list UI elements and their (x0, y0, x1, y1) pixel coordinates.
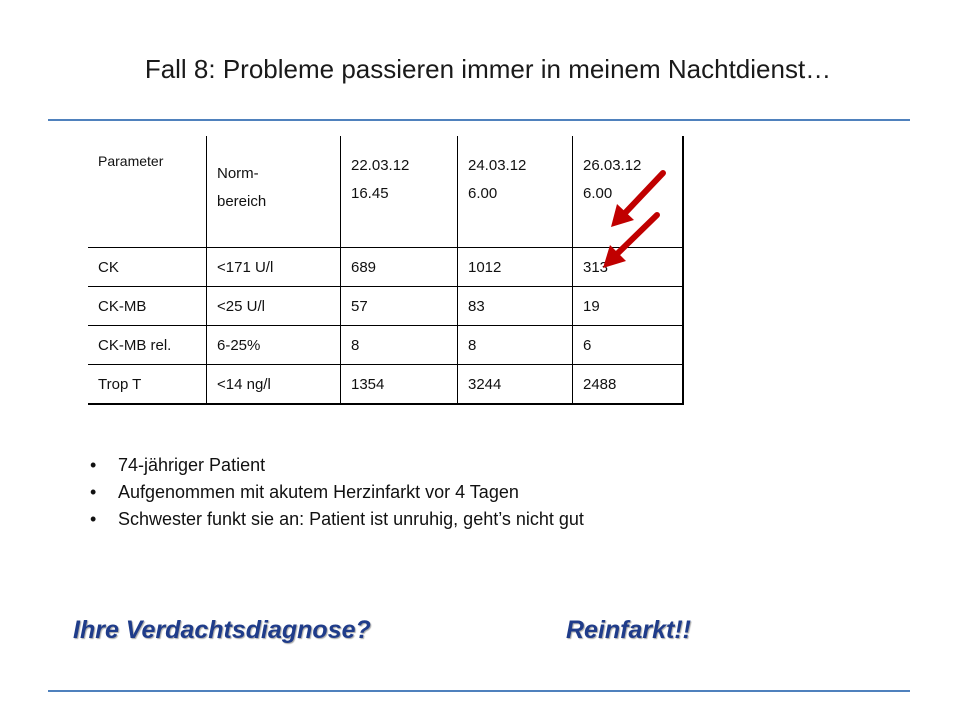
header-cell-date-1: 22.03.12 16.45 (340, 136, 458, 248)
top-divider (48, 119, 910, 121)
table-cell: <25 U/l (206, 286, 341, 326)
bottom-divider (48, 690, 910, 692)
table-cell: CK (88, 247, 207, 287)
table-cell: 313 (572, 247, 684, 287)
table-cell: 57 (340, 286, 458, 326)
table-row: Trop T <14 ng/l 1354 3244 2488 (88, 364, 684, 405)
header-cell-parameter: Parameter (88, 136, 207, 248)
table-cell: 689 (340, 247, 458, 287)
diagnosis-question: Ihre Verdachtsdiagnose? (73, 616, 371, 644)
header-cell-normbereich: Norm-bereich (206, 136, 341, 248)
header-cell-date-2: 24.03.12 6.00 (457, 136, 573, 248)
table-cell: 6 (572, 325, 684, 365)
table-cell: 8 (457, 325, 573, 365)
table-cell: 2488 (572, 364, 684, 405)
table-cell: CK-MB rel. (88, 325, 207, 365)
table-header-row: Parameter Norm-bereich 22.03.12 16.45 24.… (88, 136, 684, 248)
list-item: • 74-jähriger Patient (88, 452, 584, 479)
bullet-icon: • (90, 455, 97, 475)
bullet-icon: • (90, 482, 97, 502)
table-row: CK-MB <25 U/l 57 83 19 (88, 286, 684, 326)
table-row: CK-MB rel. 6-25% 8 8 6 (88, 325, 684, 365)
table-cell: 1012 (457, 247, 573, 287)
bullet-icon: • (90, 509, 97, 529)
diagnosis-answer: Reinfarkt!! (566, 616, 692, 644)
list-item: • Schwester funkt sie an: Patient ist unr… (88, 506, 584, 533)
table-cell: <14 ng/l (206, 364, 341, 405)
header-cell-date-3: 26.03.12 6.00 (572, 136, 684, 248)
slide-title: Fall 8: Probleme passieren immer in mein… (144, 54, 832, 84)
table-cell: 19 (572, 286, 684, 326)
table-cell: Trop T (88, 364, 207, 405)
table-cell: 3244 (457, 364, 573, 405)
table-cell: 6-25% (206, 325, 341, 365)
table-cell: 83 (457, 286, 573, 326)
patient-info-list: • 74-jähriger Patient • Aufgenommen mit ak… (88, 452, 584, 533)
table-row: CK <171 U/l 689 1012 313 (88, 247, 684, 287)
table-cell: 1354 (340, 364, 458, 405)
table-cell: <171 U/l (206, 247, 341, 287)
lab-values-table: Parameter Norm-bereich 22.03.12 16.45 24.… (88, 136, 684, 405)
table-cell: CK-MB (88, 286, 207, 326)
table-cell: 8 (340, 325, 458, 365)
list-item: • Aufgenommen mit akutem Herzinfarkt vor … (88, 479, 584, 506)
